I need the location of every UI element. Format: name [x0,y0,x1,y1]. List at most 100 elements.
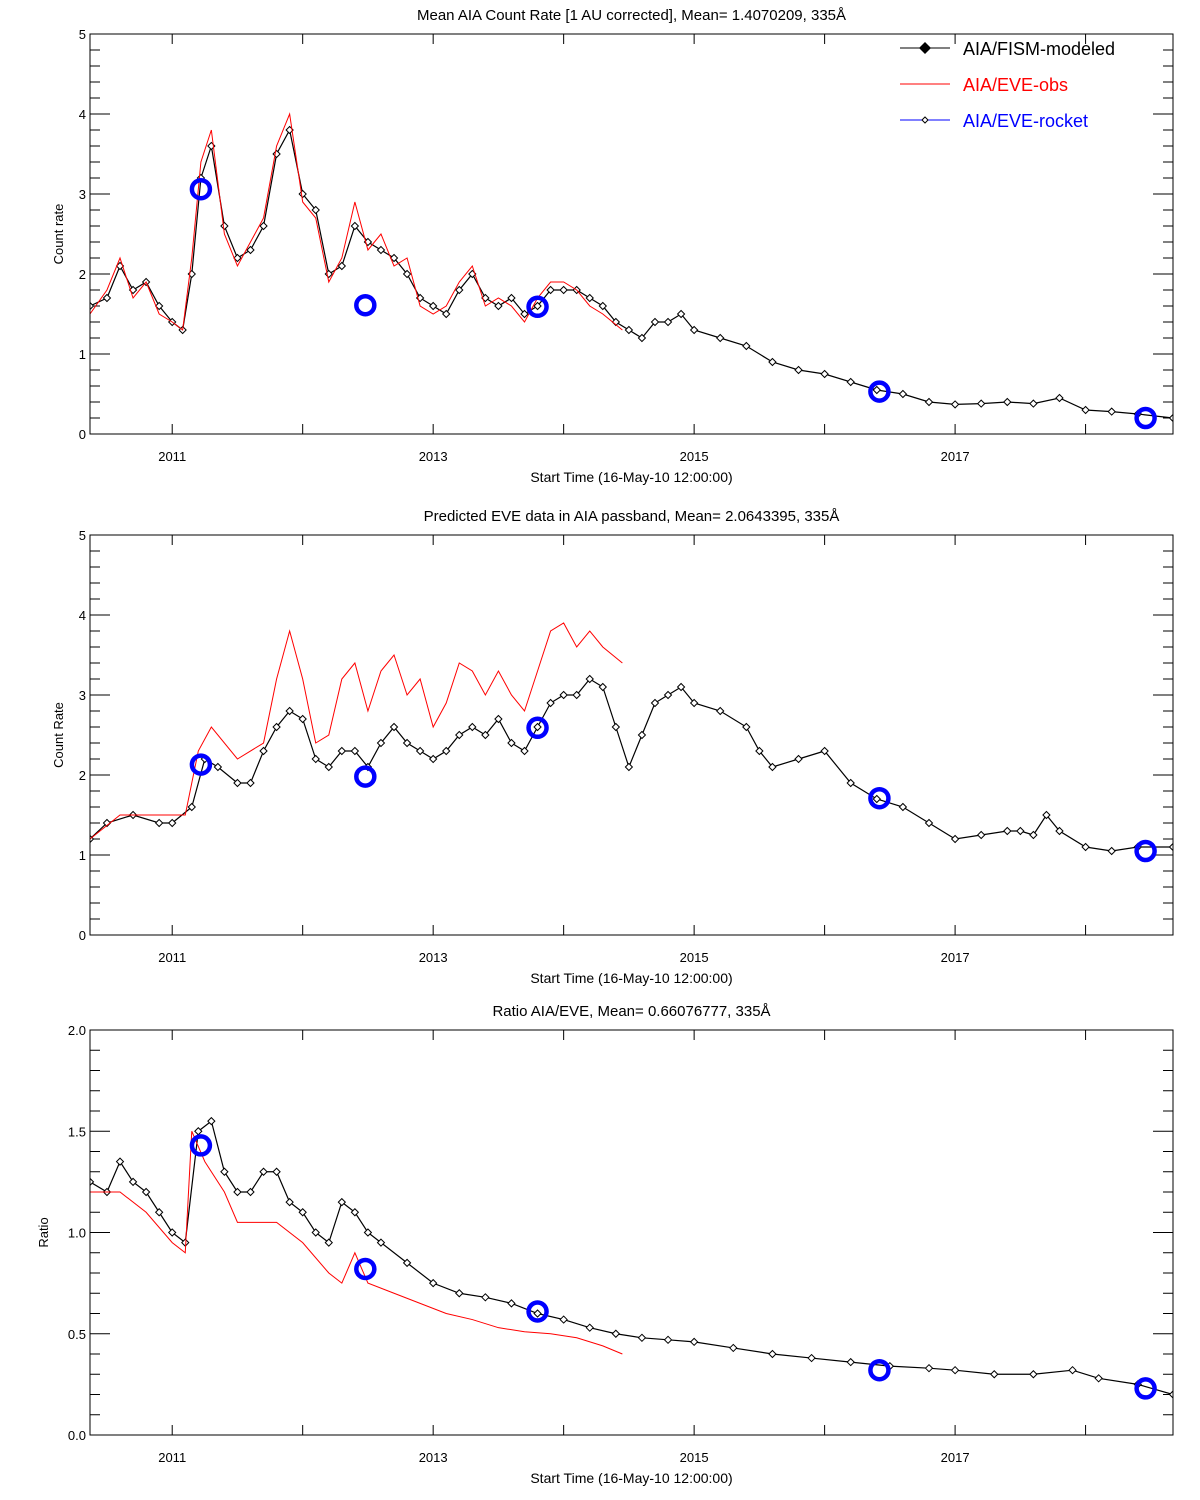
fism-point [442,309,451,319]
y-tick-label: 4 [79,608,86,623]
fism-point [389,722,399,732]
fism-point [1003,826,1012,836]
fism-point [350,1208,360,1217]
fism-point [598,301,608,311]
fism-point [546,698,555,708]
fism-point [415,746,425,756]
fism-point [924,818,934,828]
fism-point [1168,1390,1173,1399]
x-axis-label: Start Time (16-May-10 12:00:00) [530,1470,732,1486]
y-tick-label: 1 [79,347,86,362]
fism-point [820,369,829,379]
fism-point [213,762,223,772]
legend-diamond-marker [921,116,929,124]
fism-point [428,754,438,764]
fism-point [846,1357,855,1367]
fism-point [663,1335,673,1345]
y-tick-label: 0.0 [68,1428,86,1443]
fism-point [311,1228,320,1237]
fism-point [1168,413,1173,423]
y-tick-label: 4 [79,107,86,122]
fism-point [1003,397,1012,407]
fism-point [559,1315,568,1324]
fism-point [898,389,908,399]
fism-point [794,365,803,375]
fism-point [442,746,451,756]
fism-point [285,1197,294,1207]
y-axis-label: Count rate [51,204,66,265]
fism-point [559,285,568,295]
fism-point [220,221,229,231]
x-tick-label: 2013 [419,449,448,464]
fism-point [768,762,777,772]
legend-diamond-marker [919,42,931,54]
fism-point [807,1353,816,1363]
fism-point [546,285,555,295]
fism-point [924,397,934,407]
fism-point [128,285,138,295]
fism-point [676,682,686,692]
fism-point [350,221,360,231]
fism-point [154,1208,164,1217]
fism-point [924,1363,934,1373]
fism-point [494,714,503,724]
fism-point [637,1333,647,1343]
legend-label: AIA/FISM-modeled [963,39,1115,59]
fism-point [1168,842,1173,852]
plot-area [90,112,1173,430]
fism-point [1107,407,1116,416]
fism-point [624,762,634,772]
y-tick-label: 0 [79,427,86,442]
fism-point [637,730,647,740]
fism-point [402,1258,412,1268]
panel-2: Predicted EVE data in AIA passband, Mean… [51,508,1174,986]
fism-point [337,261,347,271]
rocket-point [1134,406,1157,430]
fism-point [507,1299,516,1308]
x-tick-label: 2011 [158,950,186,965]
fism-point [376,738,386,748]
rocket-point [189,753,213,776]
fism-point [1055,393,1064,403]
y-tick-label: 0.5 [68,1327,86,1342]
plot-frame [89,534,1174,936]
fism-point [1029,830,1038,840]
fism-point [90,834,95,844]
fism-point [990,1370,999,1379]
fism-point [689,325,699,335]
fism-point [533,722,542,732]
x-tick-label: 2013 [419,950,448,965]
fism-point [428,301,438,311]
fism-series-line [90,128,1173,419]
fism-point [246,1187,255,1197]
fism-point [455,730,464,740]
eve-obs-series-line [90,622,623,840]
rocket-point [354,765,377,788]
y-axis-label: Count Rate [51,702,66,768]
plot-frame [89,1029,1174,1436]
fism-point [272,1167,281,1176]
fism-point [520,309,529,319]
x-tick-label: 2017 [941,449,970,464]
y-tick-label: 5 [79,27,86,42]
fism-point [768,357,777,367]
fism-point [794,754,803,764]
rocket-point [1134,839,1157,863]
fism-point [259,746,268,756]
fism-point [1016,826,1025,836]
fism-point [716,706,725,716]
x-tick-label: 2015 [680,950,709,965]
fism-point [154,818,164,828]
fism-point [337,1197,347,1207]
fism-point [1042,810,1051,820]
fism-point [207,1116,216,1126]
chart-title: Mean AIA Count Rate [1 AU corrected], Me… [417,7,846,24]
fism-point [1029,1370,1038,1379]
fism-point [689,698,699,708]
fism-point [872,794,882,804]
fism-point [611,1329,621,1338]
fism-point [898,802,908,812]
fism-point [520,746,529,756]
fism-point [494,301,503,311]
